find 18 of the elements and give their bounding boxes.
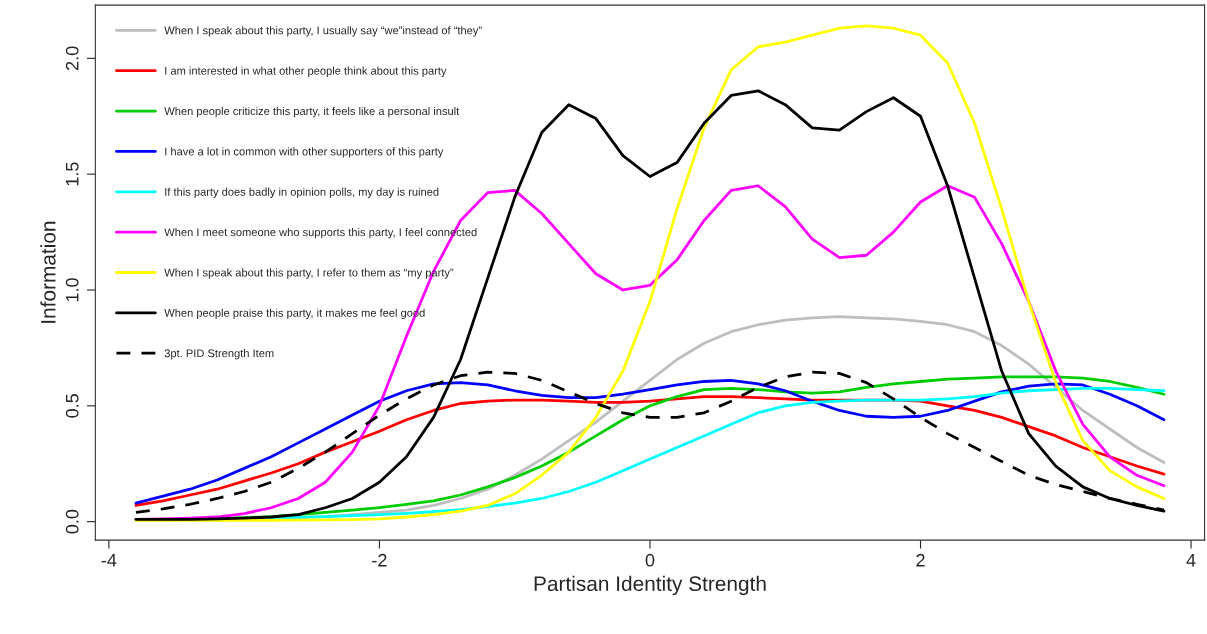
y-tick-label: 2.0 (65, 46, 79, 70)
legend-label: I have a lot in common with other supporters of this party (165, 147, 444, 158)
legend-label: 3pt. PID Strength Item (164, 349, 274, 360)
y-tick-label: 1.0 (65, 278, 79, 302)
x-tick-label: -2 (372, 553, 387, 567)
x-axis-title: Partisan Identity Strength (534, 575, 766, 596)
y-axis-title: Information (40, 221, 56, 323)
x-tick-label: 0 (645, 553, 655, 567)
legend-label: When I speak about this party, I usually say “we”instead of “they” (164, 26, 482, 37)
x-tick-label: 2 (916, 553, 925, 567)
legend-label: I am interested in what other people think about this party (165, 66, 447, 77)
x-tick-label: 4 (1186, 554, 1196, 567)
y-tick-label: 0.0 (65, 509, 79, 534)
y-tick-label: 1.5 (65, 162, 79, 186)
x-tick-label: -4 (101, 554, 117, 567)
y-tick-label: 0.5 (65, 394, 79, 418)
legend-label: If this party does badly in opinion polls, my day is ruined (165, 187, 439, 198)
legend-label: When people criticize this party, it feels like a personal insult (164, 106, 460, 118)
